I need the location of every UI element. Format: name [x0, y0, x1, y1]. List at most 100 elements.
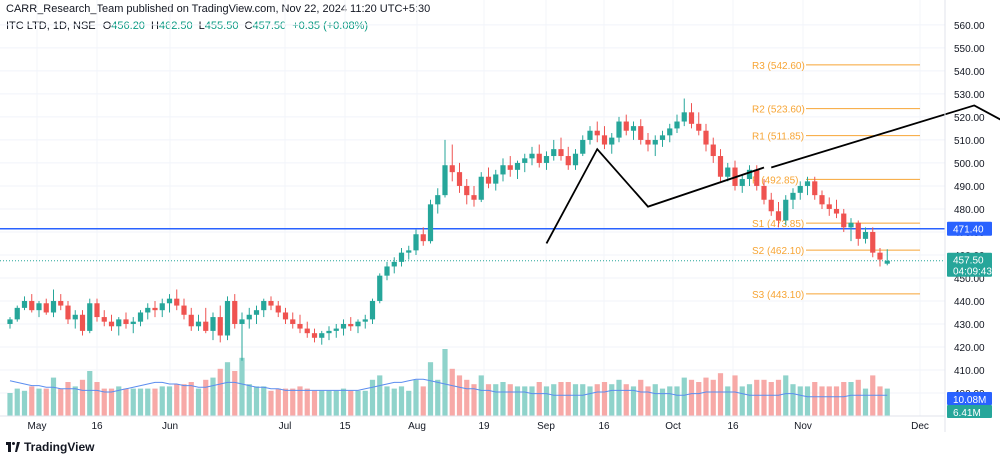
candle-body	[246, 314, 252, 320]
volume-bar	[58, 388, 64, 416]
candle-body	[754, 169, 760, 186]
candle-body	[681, 112, 687, 122]
candle-body	[877, 252, 883, 260]
candle-body	[493, 174, 499, 184]
volume-bar	[464, 379, 470, 416]
candle-body	[630, 126, 637, 131]
price-tick-label: 480.00	[954, 205, 985, 216]
price-tick-label: 520.00	[954, 113, 985, 124]
candle-body	[420, 234, 426, 242]
volume-bar	[108, 388, 115, 416]
candle-body	[507, 165, 513, 170]
horizontal-line[interactable]	[0, 227, 945, 262]
volume-bar	[203, 379, 209, 416]
candle-body	[166, 298, 173, 304]
pivot-label-s3: S3 (443.10)	[752, 290, 804, 301]
volume-bar	[630, 386, 637, 416]
price-tick-label: 510.00	[954, 136, 985, 147]
volume-bar	[14, 388, 20, 416]
candle-body	[558, 149, 564, 157]
volume-bar	[529, 386, 535, 416]
volume-bar	[833, 386, 840, 416]
volume-bar	[471, 384, 477, 416]
candle-body	[543, 156, 550, 163]
last-price-tag-bg	[947, 252, 992, 277]
candle-body	[464, 185, 470, 196]
volume-bar	[551, 384, 557, 416]
volume-bar	[435, 379, 441, 416]
volume-bar	[645, 386, 651, 416]
candle-body	[239, 319, 245, 324]
volume-bar	[137, 388, 144, 416]
price-tick-label: 420.00	[954, 343, 985, 354]
candle-body	[195, 321, 202, 327]
candle-body	[594, 130, 600, 136]
volume-bar	[667, 386, 673, 416]
candle-body	[43, 303, 49, 313]
volume-bar	[282, 388, 289, 416]
candle-body	[275, 305, 281, 313]
volume-bar	[377, 375, 383, 416]
candle-body	[333, 328, 339, 331]
volume-bar	[253, 386, 260, 416]
volume-bar	[500, 382, 506, 416]
volume-bar	[174, 384, 180, 416]
candle-body	[775, 211, 782, 221]
candle-body	[761, 185, 767, 200]
volume-bar	[319, 390, 325, 416]
candle-body	[348, 323, 354, 327]
volume-bar	[732, 375, 738, 416]
time-tick-label: Nov	[794, 421, 812, 432]
volume-bar	[580, 384, 586, 416]
candle-body	[652, 139, 658, 145]
support-price-tag-bg	[947, 221, 992, 236]
candle-body	[551, 149, 557, 157]
candle-body	[536, 153, 542, 163]
time-axis[interactable]: May 16 Jun Jul 15 Aug 19 Sep 16 Oct 16 Nov Dec	[28, 421, 929, 432]
candle-body	[406, 250, 412, 253]
candle-body	[108, 321, 115, 327]
price-tick-label: 540.00	[954, 67, 985, 78]
volume-bar	[217, 368, 223, 416]
volume-bar	[391, 388, 397, 416]
volume-bar	[841, 382, 847, 416]
volume-bar	[638, 379, 644, 416]
candle-body	[326, 330, 332, 334]
volume-bar	[420, 386, 426, 416]
symbol-label[interactable]: ITC LTD, 1D, NSE	[6, 20, 96, 32]
candle-body	[529, 153, 535, 159]
candle-body	[442, 165, 448, 196]
tradingview-logo[interactable]: TradingView	[6, 440, 94, 454]
volume-bar	[493, 384, 499, 416]
candle-body	[7, 319, 13, 324]
pattern-polyline	[545, 147, 765, 244]
candle-body	[819, 195, 825, 205]
high-value: 462.50	[158, 20, 193, 32]
pivot-label-r3: R3 (542.60)	[752, 61, 805, 72]
candle-body	[616, 121, 622, 138]
candle-body	[746, 169, 753, 180]
volume-bar	[601, 382, 608, 416]
close-value: 457.50	[252, 20, 287, 32]
candle-body	[311, 333, 318, 338]
candle-body	[659, 135, 666, 140]
candle-body	[290, 319, 296, 324]
candle-body	[261, 300, 267, 311]
volume-bar	[311, 390, 318, 416]
price-tick-label: 500.00	[954, 159, 985, 170]
pivot-levels: R3 (542.60) R2 (523.60) R1 (511.85) P (492.…	[752, 61, 920, 301]
volume-bar	[754, 379, 760, 416]
volume-bar	[398, 386, 405, 416]
volume-bar	[717, 373, 724, 416]
time-tick-label: Dec	[911, 421, 929, 432]
candle-body	[36, 303, 42, 311]
candle-body	[130, 321, 136, 324]
candle-body	[739, 179, 745, 186]
pattern-lines[interactable]	[545, 104, 1000, 244]
candle-body	[471, 195, 477, 200]
volume-bar	[449, 368, 455, 416]
volume-bar	[862, 388, 869, 416]
pivot-label-r2: R2 (523.60)	[752, 105, 805, 116]
candle-body	[870, 231, 876, 253]
